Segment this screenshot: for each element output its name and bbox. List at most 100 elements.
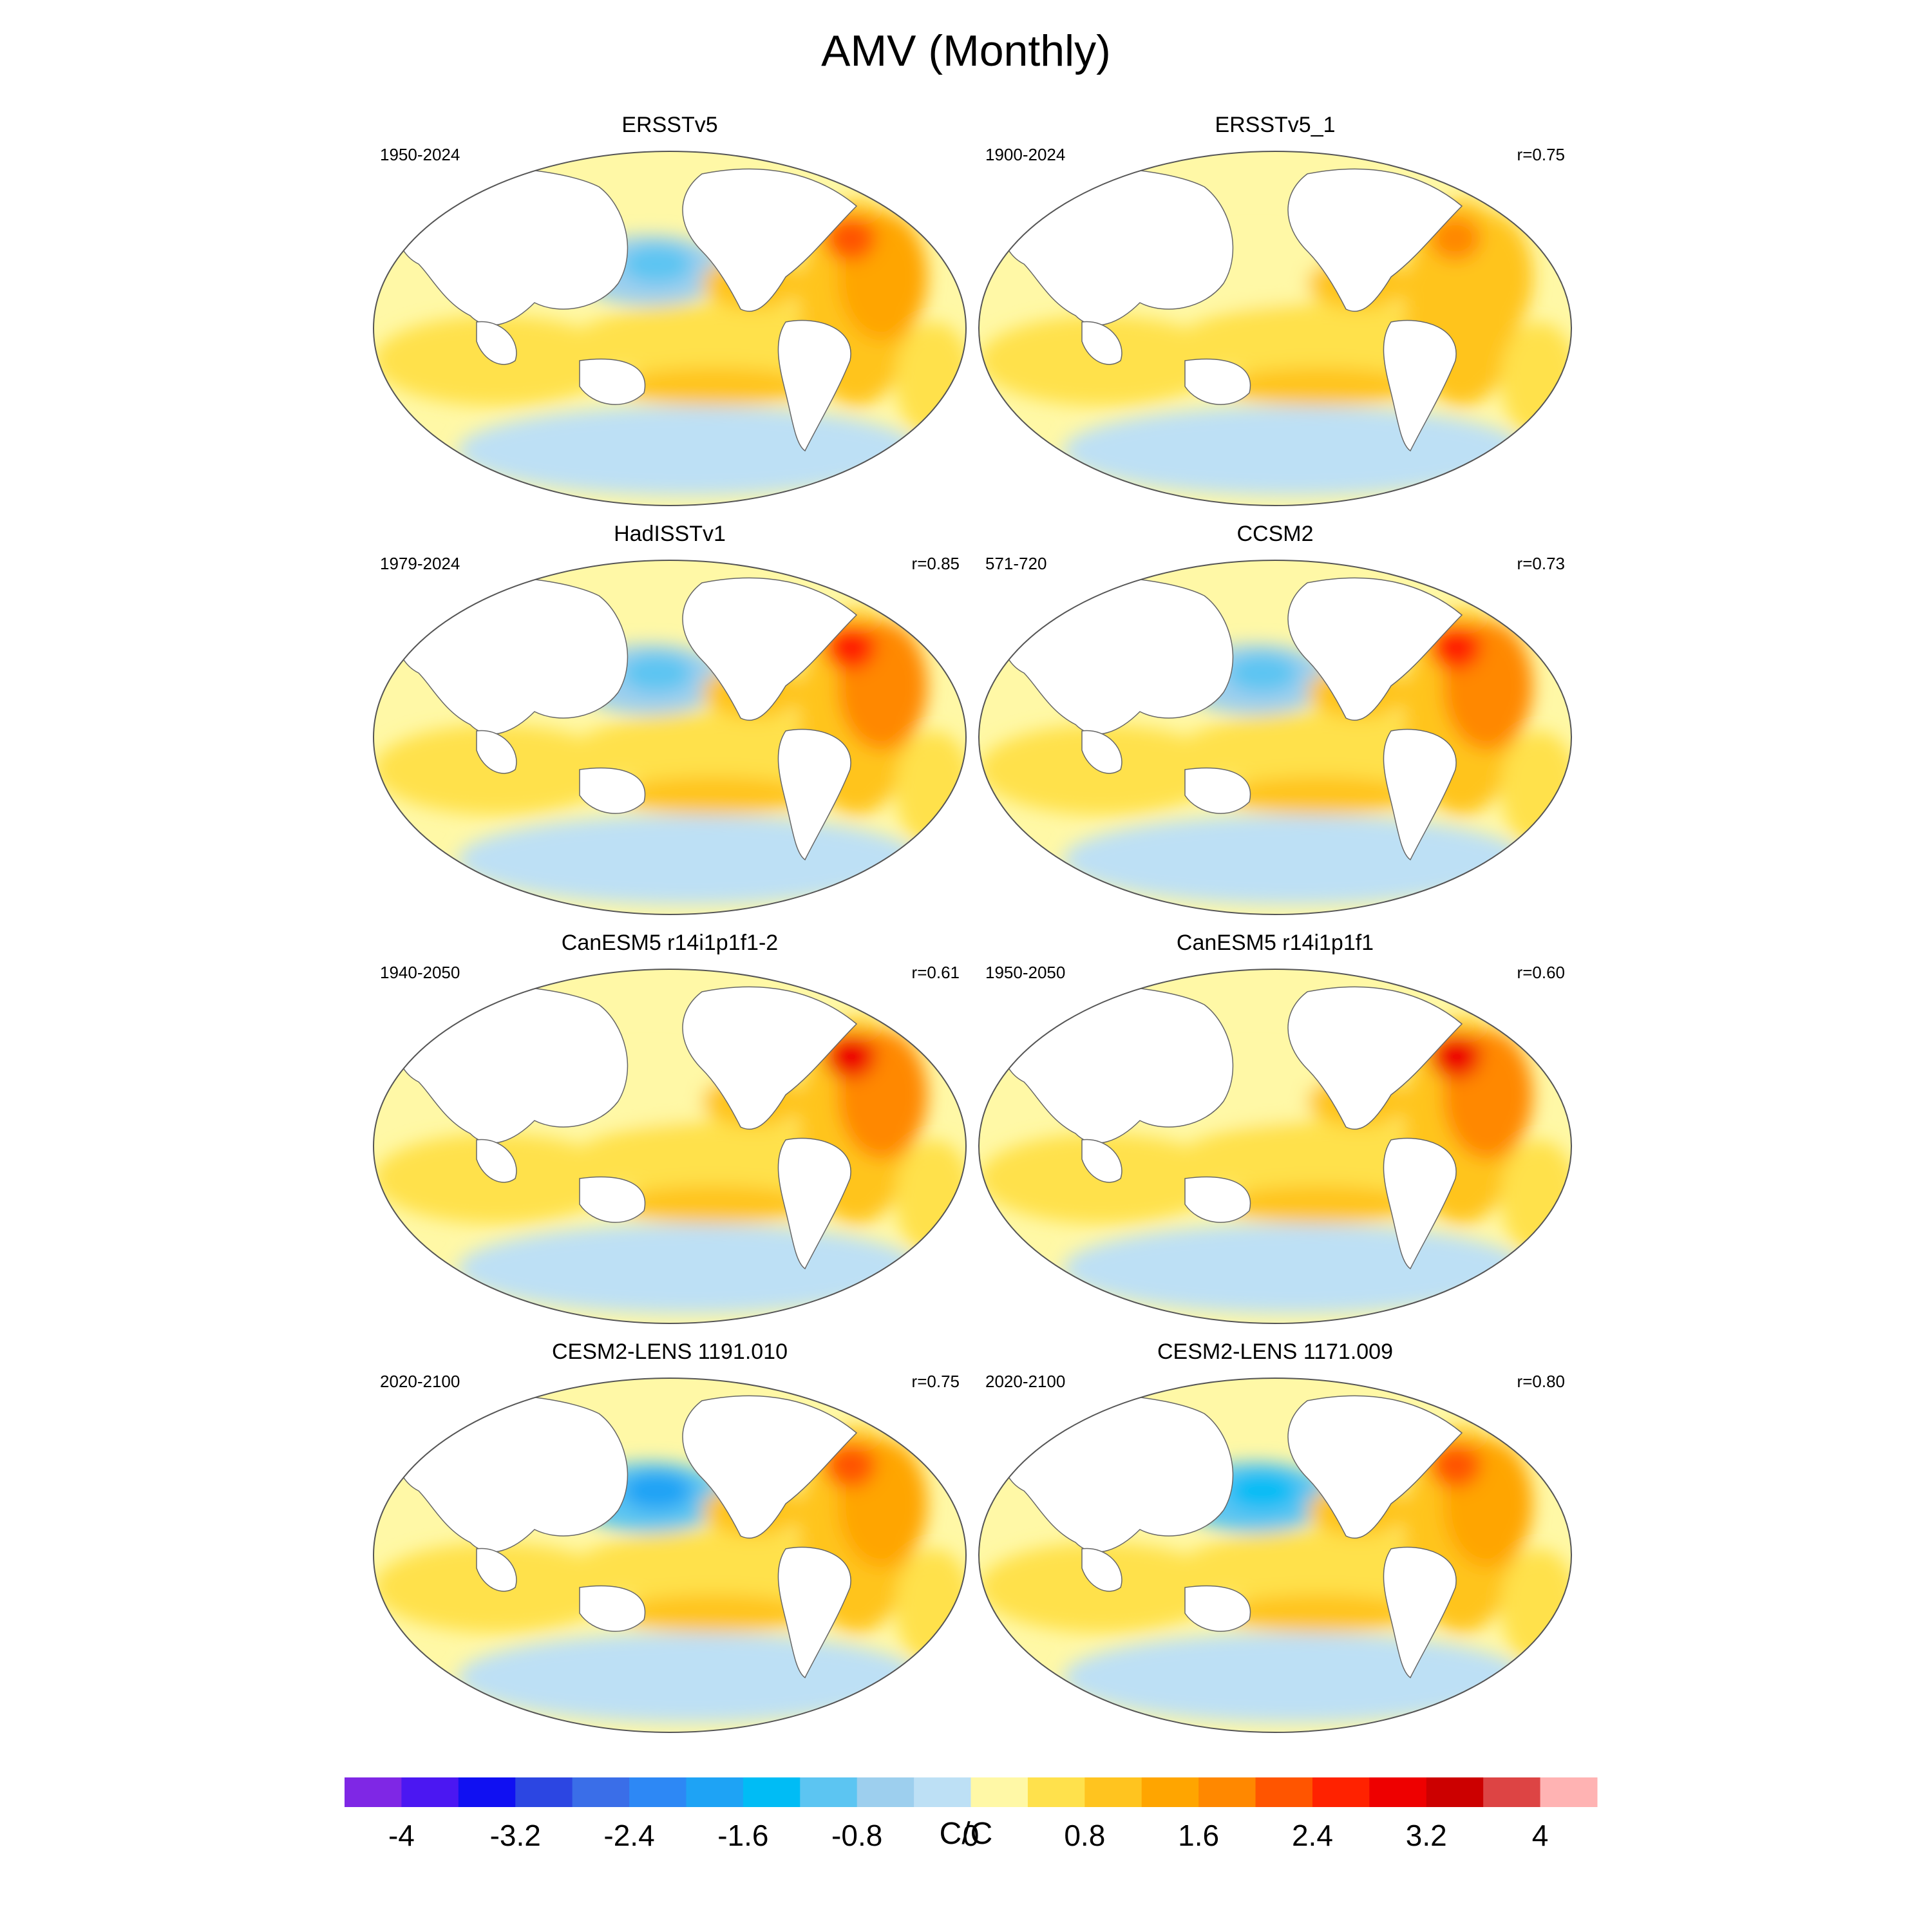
- land-mass: [1184, 1176, 1251, 1223]
- map-panel: CCSM2 571-720 r=0.73: [972, 522, 1578, 915]
- panel-period: 571-720: [985, 554, 1047, 573]
- anomaly-region: [457, 815, 921, 905]
- anomaly-region: [895, 1549, 966, 1665]
- panel-title: ERSSTv5_1: [1215, 113, 1336, 137]
- anomaly-region: [457, 1633, 921, 1723]
- land-mass: [777, 1137, 851, 1270]
- land-mass: [1081, 1139, 1122, 1183]
- anomaly-region: [1227, 245, 1298, 283]
- land-mass: [1383, 728, 1457, 861]
- land-mass: [1383, 319, 1457, 452]
- land-mass: [579, 767, 646, 814]
- land-mass: [777, 1546, 851, 1679]
- map-panel: CanESM5 r14i1p1f1 1950-2050 r=0.60: [972, 931, 1578, 1324]
- panel-title: CESM2-LENS 1191.010: [551, 1340, 788, 1364]
- land-mass: [682, 986, 858, 1130]
- robinson-map: [373, 1378, 967, 1733]
- anomaly-region: [1224, 776, 1417, 815]
- robinson-map: [978, 560, 1572, 915]
- colorbar-swatch: [629, 1777, 687, 1807]
- land-mass: [476, 1548, 517, 1592]
- map-panel: CESM2-LENS 1171.009 2020-2100 r=0.80: [972, 1340, 1578, 1733]
- land-mass: [1287, 577, 1463, 721]
- map-outline: [373, 969, 967, 1324]
- map-outline: [373, 151, 967, 506]
- colorbar-swatch: [1027, 1777, 1085, 1807]
- land-mass: [1184, 767, 1251, 814]
- map-outline: [373, 560, 967, 915]
- panel-correlation: r=0.80: [1517, 1372, 1565, 1391]
- anomaly-region: [618, 367, 811, 406]
- anomaly-region: [1501, 1140, 1571, 1256]
- map-panel: CanESM5 r14i1p1f1-2 1940-2050 r=0.61: [367, 931, 972, 1324]
- robinson-map: [373, 969, 967, 1324]
- anomaly-region: [1227, 654, 1298, 692]
- land-mass: [1383, 1137, 1457, 1270]
- colorbar-swatch: [857, 1777, 914, 1807]
- colorbar-swatch: [1426, 1777, 1484, 1807]
- panel-period: 1979-2024: [380, 554, 460, 573]
- map-outline: [373, 1378, 967, 1733]
- land-mass: [579, 1585, 646, 1632]
- land-mass: [777, 728, 851, 861]
- land-mass: [682, 577, 858, 721]
- map-outline: [978, 969, 1572, 1324]
- panel-correlation: r=0.75: [911, 1372, 960, 1391]
- land-mass: [1081, 730, 1122, 774]
- panel-period: 2020-2100: [985, 1372, 1066, 1391]
- colorbar-swatch: [1255, 1777, 1313, 1807]
- anomaly-region: [1224, 1594, 1417, 1633]
- panel-title: CanESM5 r14i1p1f1: [1176, 931, 1374, 955]
- land-mass: [1184, 358, 1251, 405]
- panel-period: 1940-2050: [380, 963, 460, 982]
- colorbar-swatch: [1141, 1777, 1199, 1807]
- anomaly-region: [1224, 367, 1417, 406]
- land-mass: [476, 1139, 517, 1183]
- land-mass: [1287, 1395, 1463, 1539]
- land-mass: [476, 730, 517, 774]
- anomaly-region: [1063, 406, 1526, 496]
- map-panel: HadISSTv1 1979-2024 r=0.85: [367, 522, 972, 915]
- colorbar-swatch: [800, 1777, 858, 1807]
- panel-correlation: r=0.60: [1517, 963, 1565, 982]
- land-mass: [476, 321, 517, 365]
- robinson-map: [373, 151, 967, 506]
- land-mass: [777, 319, 851, 452]
- colorbar-swatch: [458, 1777, 516, 1807]
- anomaly-region: [621, 245, 692, 283]
- anomaly-region: [621, 1063, 692, 1101]
- land-mass: [1287, 168, 1463, 312]
- main-title: AMV (Monthly): [821, 26, 1111, 75]
- anomaly-region: [1501, 322, 1571, 438]
- panel-title: CESM2-LENS 1171.009: [1157, 1340, 1393, 1364]
- land-mass: [579, 358, 646, 405]
- colorbar-swatch: [1084, 1777, 1142, 1807]
- anomaly-region: [1224, 1185, 1417, 1224]
- panel-title: HadISSTv1: [614, 522, 726, 546]
- land-mass: [682, 168, 858, 312]
- panel-title: CanESM5 r14i1p1f1-2: [561, 931, 779, 955]
- anomaly-region: [1063, 1633, 1526, 1723]
- anomaly-region: [621, 1472, 692, 1510]
- land-mass: [682, 1395, 858, 1539]
- panel-period: 2020-2100: [380, 1372, 460, 1391]
- map-panel: ERSSTv5_1 1900-2024 r=0.75: [972, 113, 1578, 506]
- map-panel: ERSSTv5 1950-2024: [367, 113, 972, 506]
- colorbar-unit-label: C/C: [939, 1817, 993, 1851]
- colorbar-swatch: [1198, 1777, 1256, 1807]
- anomaly-region: [895, 731, 966, 847]
- anomaly-region: [1063, 1224, 1526, 1314]
- anomaly-region: [895, 1140, 966, 1256]
- anomaly-region: [1227, 1472, 1298, 1510]
- robinson-map: [978, 1378, 1572, 1733]
- panel-title: CCSM2: [1236, 522, 1314, 546]
- robinson-map: [978, 969, 1572, 1324]
- colorbar-swatch: [345, 1777, 402, 1807]
- robinson-map: [978, 151, 1572, 506]
- colorbar-swatch: [572, 1777, 630, 1807]
- map-panel: CESM2-LENS 1191.010 2020-2100 r=0.75: [367, 1340, 972, 1733]
- panel-period: 1950-2024: [380, 145, 460, 164]
- panel-title: ERSSTv5: [621, 113, 718, 137]
- anomaly-region: [1227, 1063, 1298, 1101]
- colorbar-swatch: [1312, 1777, 1370, 1807]
